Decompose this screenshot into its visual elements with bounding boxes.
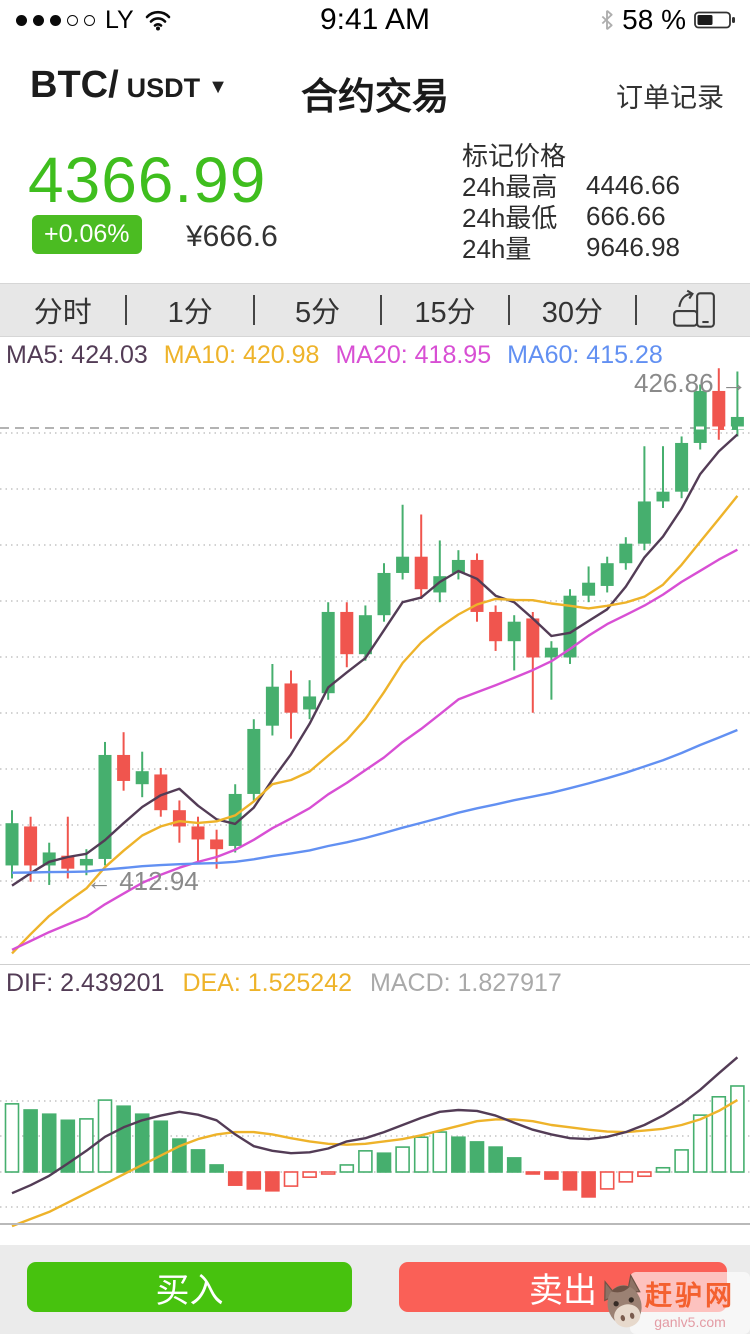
pair-quote-label: USDT <box>126 73 201 103</box>
stat-row-volume: 24h量 9646.98 <box>462 232 742 264</box>
macd-label: MACD: 1.827917 <box>370 969 562 997</box>
clock: 9:41 AM <box>319 3 431 36</box>
change-percent-badge: +0.06% <box>32 215 142 254</box>
stat-label: 24h量 <box>462 234 532 264</box>
candlestick-canvas[interactable] <box>0 337 750 963</box>
candlestick-chart[interactable]: MA5: 424.03 MA10: 420.98 MA20: 418.95 MA… <box>0 337 750 963</box>
stat-row-high: 24h最高 4446.66 <box>462 170 742 202</box>
macd-indicator-row: DIF: 2.439201 DEA: 1.525242 MACD: 1.8279… <box>6 969 562 998</box>
watermark: 赶驴网 ganlv5.com <box>630 1272 750 1334</box>
ma5-label: MA5: 424.03 <box>6 341 148 369</box>
chevron-down-icon: ▼ <box>208 76 228 98</box>
battery-percent-label: 58 % <box>622 4 686 35</box>
low-price-annotation: ← 412.94 <box>86 866 199 896</box>
buy-button[interactable]: 买入 <box>27 1262 352 1312</box>
tab-1min[interactable]: 1分 <box>167 297 213 329</box>
bluetooth-icon <box>601 9 613 31</box>
status-bar: LY 9:41 AM 58 % <box>0 0 750 40</box>
tab-separator <box>635 295 638 325</box>
watermark-domain: ganlv5.com <box>654 1314 726 1330</box>
ma60-label: MA60: 415.28 <box>507 341 663 369</box>
donkey-mascot-icon <box>604 1273 642 1328</box>
tab-timeline[interactable]: 分时 <box>33 297 92 329</box>
macd-canvas[interactable] <box>0 965 750 1245</box>
tab-5min[interactable]: 5分 <box>294 297 341 329</box>
stat-label: 24h最高 <box>462 172 558 202</box>
pair-base-label: BTC/ <box>30 64 119 106</box>
battery-icon <box>694 11 735 29</box>
watermark-title: 赶驴网 <box>645 1281 735 1311</box>
signal-dot <box>50 14 61 26</box>
dea-label: DEA: 1.525242 <box>182 969 353 997</box>
tab-separator <box>380 295 383 325</box>
dif-label: DIF: 2.439201 <box>6 969 165 997</box>
ma-indicator-row: MA5: 424.03 MA10: 420.98 MA20: 418.95 MA… <box>6 341 663 370</box>
pair-selector[interactable]: BTC/ USDT ▼ <box>30 64 228 107</box>
page-title: 合约交易 <box>301 76 449 117</box>
mark-price-label: 标记价格 <box>462 141 567 171</box>
tab-30min[interactable]: 30分 <box>541 297 604 329</box>
latest-price-annotation: 426.86 → <box>634 368 747 398</box>
ma20-label: MA20: 418.95 <box>335 341 492 369</box>
stat-label: 24h最低 <box>462 203 558 233</box>
cny-value: ¥666.6 <box>186 220 278 253</box>
stat-value: 9646.98 <box>586 232 680 262</box>
stat-row-low: 24h最低 666.66 <box>462 201 742 233</box>
stat-value: 666.66 <box>586 201 666 231</box>
signal-dot <box>16 14 27 26</box>
macd-panel[interactable]: DIF: 2.439201 DEA: 1.525242 MACD: 1.8279… <box>0 964 750 1245</box>
last-price: 4366.99 <box>28 144 267 216</box>
stat-value: 4446.66 <box>586 170 680 200</box>
signal-dot <box>33 14 44 26</box>
ma10-label: MA10: 420.98 <box>163 341 320 369</box>
carrier-label: LY <box>105 5 134 34</box>
rotate-device-icon[interactable] <box>637 289 750 331</box>
tab-15min[interactable]: 15分 <box>414 297 476 329</box>
wifi-icon <box>145 10 171 31</box>
signal-dot <box>67 14 78 26</box>
signal-strength-icon: LY <box>16 6 172 35</box>
nav-bar: 合约交易 BTC/ USDT ▼ 订单记录 <box>0 40 750 135</box>
tab-separator <box>252 295 255 325</box>
signal-dot <box>84 14 95 26</box>
order-history-link[interactable]: 订单记录 <box>616 83 724 113</box>
tab-separator <box>125 295 128 325</box>
interval-tabbar: 分时 1分 5分 15分 30分 <box>0 283 750 337</box>
tab-separator <box>507 295 510 325</box>
ticker-stats: 标记价格 24h最高 4446.66 24h最低 666.66 24h量 964… <box>462 139 742 264</box>
mark-price-row: 标记价格 <box>462 139 742 171</box>
ticker-section: 4366.99 +0.06% ¥666.6 标记价格 24h最高 4446.66… <box>0 135 750 281</box>
